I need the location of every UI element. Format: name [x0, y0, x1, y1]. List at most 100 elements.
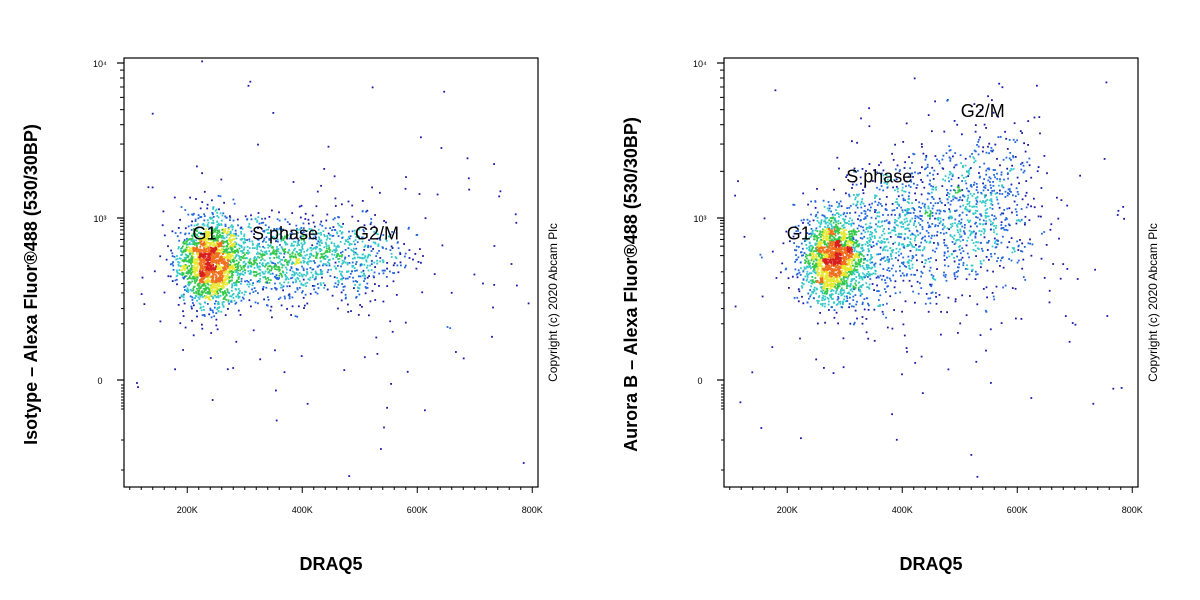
data-point	[302, 284, 304, 286]
data-point	[233, 242, 236, 245]
data-point	[824, 302, 826, 305]
data-point	[316, 232, 319, 235]
data-point	[829, 266, 831, 269]
data-point	[205, 275, 208, 278]
y-tick-label: 0	[697, 376, 702, 386]
data-point	[257, 302, 259, 305]
data-point	[202, 287, 205, 290]
data-point	[362, 274, 364, 277]
data-point	[186, 237, 188, 240]
data-point	[290, 231, 293, 234]
data-point	[837, 265, 840, 268]
data-point	[193, 239, 195, 242]
data-point	[335, 256, 338, 259]
data-point	[240, 256, 243, 258]
data-point	[356, 253, 359, 256]
data-point	[326, 251, 329, 253]
data-point	[825, 259, 828, 262]
data-point	[839, 272, 842, 274]
data-point	[200, 273, 203, 275]
data-point	[819, 262, 822, 265]
data-point	[197, 272, 200, 275]
data-point	[441, 244, 444, 247]
data-point	[377, 245, 380, 247]
data-point	[815, 254, 817, 256]
data-point	[320, 284, 322, 286]
data-point	[368, 275, 370, 277]
data-point	[205, 249, 207, 251]
data-point	[333, 217, 336, 220]
data-point	[199, 295, 202, 298]
data-point	[169, 275, 172, 278]
data-point	[270, 246, 273, 249]
data-point	[222, 241, 225, 244]
data-point	[843, 229, 845, 232]
data-point	[201, 266, 204, 269]
data-point	[260, 253, 262, 256]
data-point	[848, 235, 851, 238]
data-point	[203, 277, 205, 280]
data-point	[247, 266, 249, 269]
data-point	[200, 275, 202, 277]
data-point	[841, 245, 844, 248]
data-point	[283, 251, 286, 254]
data-point	[378, 250, 380, 252]
data-point	[816, 230, 819, 232]
data-point	[256, 221, 259, 223]
data-point	[198, 262, 201, 264]
data-point	[199, 207, 202, 210]
data-point	[212, 256, 215, 259]
data-point	[266, 304, 268, 306]
data-point	[829, 271, 831, 274]
data-point	[212, 282, 215, 285]
data-point	[224, 279, 227, 282]
data-point	[200, 260, 203, 262]
scatter-points	[136, 60, 530, 477]
x-axis-label: DRAQ5	[299, 554, 362, 574]
data-point	[838, 275, 841, 278]
data-point	[279, 296, 282, 299]
data-point	[181, 274, 184, 277]
data-point	[806, 278, 809, 281]
data-point	[858, 275, 861, 278]
data-point	[813, 260, 815, 263]
data-point	[825, 280, 828, 283]
data-point	[826, 297, 829, 299]
data-point	[193, 249, 196, 252]
data-point	[847, 262, 850, 264]
data-point	[831, 251, 834, 254]
data-point	[365, 287, 368, 290]
data-point	[359, 275, 362, 278]
data-point	[324, 263, 327, 265]
data-point	[235, 243, 238, 246]
data-point	[189, 282, 191, 285]
data-point	[208, 276, 211, 279]
data-point	[823, 269, 826, 272]
data-point	[831, 278, 834, 281]
data-point	[840, 205, 843, 208]
data-point	[267, 265, 270, 268]
data-point	[291, 263, 293, 265]
data-point	[252, 247, 254, 249]
data-point	[815, 248, 818, 251]
data-point	[857, 271, 859, 274]
data-point	[818, 252, 821, 255]
data-point	[357, 290, 359, 292]
data-point	[332, 218, 335, 221]
data-point	[837, 250, 839, 253]
data-point	[209, 307, 212, 310]
data-point	[187, 283, 189, 286]
data-point	[386, 262, 389, 264]
data-point	[264, 250, 266, 253]
data-point	[244, 280, 246, 283]
data-point	[820, 241, 823, 244]
data-point	[229, 215, 231, 218]
data-point	[817, 244, 820, 246]
data-point	[816, 216, 819, 219]
data-point	[812, 246, 814, 249]
data-point	[220, 262, 223, 264]
data-point	[830, 228, 833, 230]
data-point	[817, 302, 819, 304]
data-point	[305, 274, 307, 277]
data-point	[299, 253, 302, 256]
